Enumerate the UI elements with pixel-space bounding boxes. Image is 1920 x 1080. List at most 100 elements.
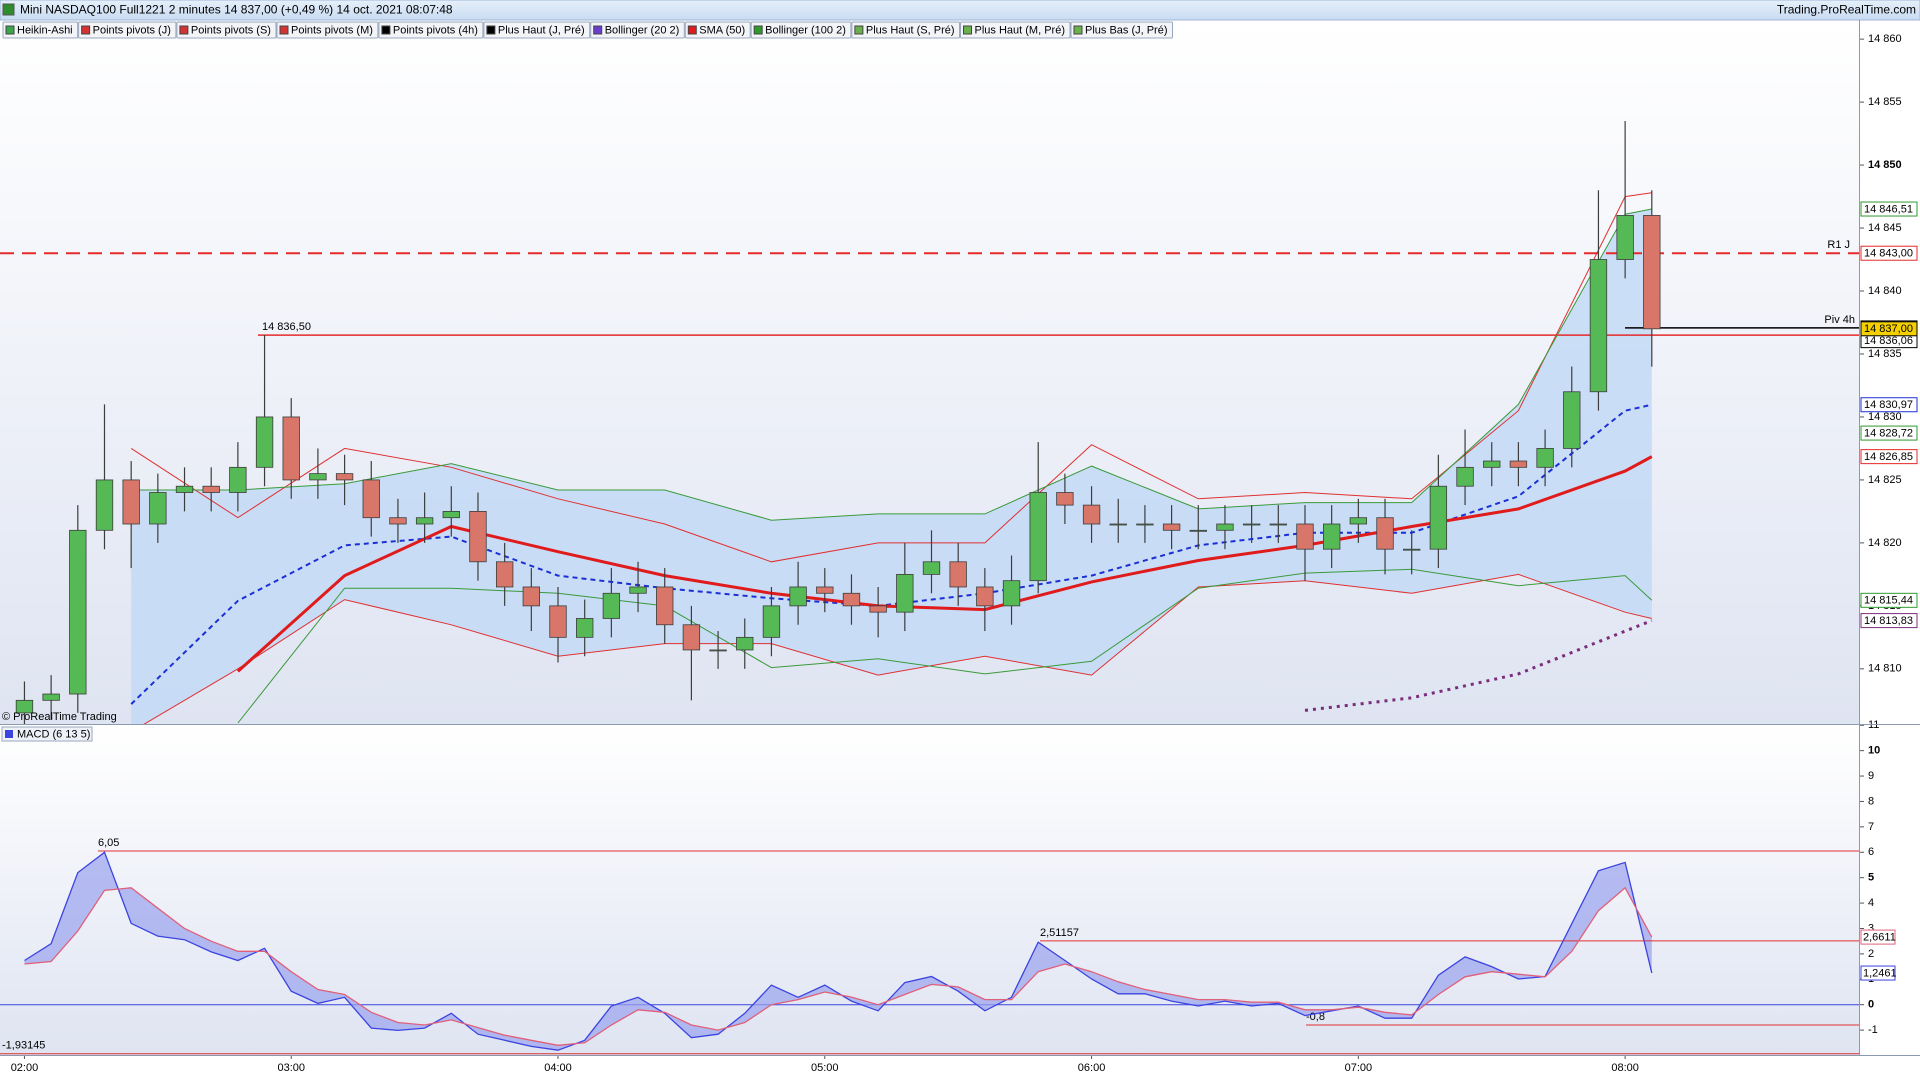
button-icon — [854, 25, 864, 35]
candle-body — [922, 561, 941, 575]
price-tag-label: 14 843,00 — [1864, 248, 1913, 260]
candle-body — [389, 517, 407, 525]
y-tick-label: 14 840 — [1868, 285, 1902, 297]
candle-body — [869, 605, 887, 613]
candle-body — [976, 586, 994, 607]
title-bar — [0, 0, 1920, 21]
candle-body — [335, 473, 354, 481]
button-label: Points pivots (M) — [291, 24, 373, 36]
candle-body — [282, 416, 300, 481]
candle-body — [549, 605, 567, 638]
candle-body — [789, 586, 807, 607]
source: Trading.ProRealTime.com — [1777, 3, 1916, 17]
price-tag-label: 14 837,00 — [1864, 323, 1913, 335]
indicator-button[interactable]: SMA (50) — [684, 21, 751, 39]
candle-body — [15, 699, 34, 714]
candle-body — [1109, 523, 1127, 526]
button-label: Bollinger (100 2) — [765, 24, 846, 36]
candle-body — [202, 485, 220, 493]
indicator-button[interactable]: Bollinger (100 2) — [750, 21, 852, 39]
price-tag — [1860, 245, 1918, 261]
x-tick-label: 03:00 — [277, 1062, 305, 1074]
candle-body — [229, 466, 247, 493]
indicator-line — [237, 568, 1653, 724]
y-tick-label: 11 — [1868, 719, 1879, 731]
indicator-button[interactable]: Plus Bas (J, Pré) — [1070, 21, 1174, 39]
button-icon — [179, 25, 189, 35]
price-tag — [1860, 397, 1918, 413]
y-tick-label: -1 — [1868, 1024, 1878, 1036]
y-tick-label: 14 850 — [1868, 159, 1902, 171]
indicator-button[interactable]: Points pivots (S) — [176, 21, 277, 39]
candle-body — [1589, 259, 1608, 393]
chart-title: Mini NASDAQ100 Full1221 2 minutes 14 837… — [20, 3, 453, 17]
candle-body — [1296, 523, 1314, 550]
candle-body — [69, 529, 87, 695]
icon — [5, 730, 13, 738]
candle-body — [1616, 215, 1634, 260]
price-tag — [1860, 425, 1918, 441]
macd-panel — [0, 726, 1859, 1055]
macd-plot: 6,052,51157-0,8-1,93145 — [0, 837, 1859, 1055]
button-icon — [381, 25, 391, 35]
macd-tag-label: 1,2461 — [1863, 967, 1897, 979]
button-label: Plus Haut (S, Pré) — [866, 24, 955, 36]
indicator-line — [1304, 619, 1653, 712]
y-tick-label: 8 — [1868, 795, 1874, 807]
indicator-button[interactable]: Points pivots (4h) — [378, 21, 484, 39]
button-label: Points pivots (S) — [191, 24, 271, 36]
indicator-button[interactable]: Plus Haut (J, Pré) — [483, 21, 591, 39]
y-tick-label: 14 845 — [1868, 222, 1902, 234]
candle-body — [149, 492, 167, 525]
candle-body — [309, 473, 327, 481]
button-label: Points pivots (4h) — [393, 24, 478, 36]
candle-body — [442, 511, 460, 519]
candle-body — [629, 586, 647, 594]
price-tag-label: 14 815,44 — [1864, 595, 1913, 607]
y-tick-label: 14 835 — [1868, 348, 1902, 360]
macd-tag-label: 2,6611 — [1863, 931, 1896, 943]
y-tick-label: 14 825 — [1868, 474, 1902, 486]
indicator-button[interactable]: Plus Haut (M, Pré) — [960, 21, 1071, 39]
button-icon — [5, 25, 15, 35]
candle-body — [602, 592, 621, 619]
candle-body — [175, 485, 194, 493]
button-icon — [279, 25, 289, 35]
macd-line — [24, 886, 1653, 1046]
macd-tag — [1860, 965, 1896, 981]
price-tag-label: 14 813,83 — [1864, 615, 1913, 627]
x-tick-label: 06:00 — [1078, 1062, 1106, 1074]
price-tag — [1860, 613, 1918, 629]
copyright: © ProRealTime Trading — [2, 711, 117, 723]
button-frame — [750, 21, 852, 39]
icon — [2, 3, 15, 16]
button-label: SMA (50) — [699, 24, 745, 36]
candle-body — [1242, 523, 1261, 526]
indicator-button[interactable]: Points pivots (J) — [78, 21, 177, 39]
indicator-button[interactable]: Points pivots (M) — [276, 21, 379, 39]
candle-body — [896, 573, 914, 613]
candle-body — [1189, 529, 1207, 532]
button-frame — [176, 21, 277, 39]
price-tag-label: 14 846,51 — [1864, 203, 1913, 215]
button-frame — [2, 21, 79, 39]
candle-body — [1269, 523, 1287, 526]
candle-body — [682, 624, 701, 651]
indicator-button[interactable]: Bollinger (20 2) — [590, 21, 685, 39]
button-label: Plus Haut (J, Pré) — [498, 24, 585, 36]
macd-title: MACD (6 13 5) — [17, 728, 90, 740]
candle-body — [1429, 485, 1448, 550]
candle-body — [1403, 548, 1421, 551]
indicator-button[interactable]: Plus Haut (S, Pré) — [851, 21, 961, 39]
price-tag — [1860, 449, 1918, 465]
price-tag-label: 14 828,72 — [1864, 427, 1913, 439]
button-frame — [590, 21, 685, 39]
level-label: 2,51157 — [1040, 927, 1079, 939]
candle-body — [42, 693, 60, 701]
y-tick-label: 5 — [1868, 872, 1874, 884]
indicator-button[interactable]: Heikin-Ashi — [2, 21, 79, 39]
y-tick-label: 10 — [1868, 745, 1880, 757]
candle-body — [949, 561, 967, 588]
y-tick-label: 14 830 — [1868, 411, 1902, 423]
